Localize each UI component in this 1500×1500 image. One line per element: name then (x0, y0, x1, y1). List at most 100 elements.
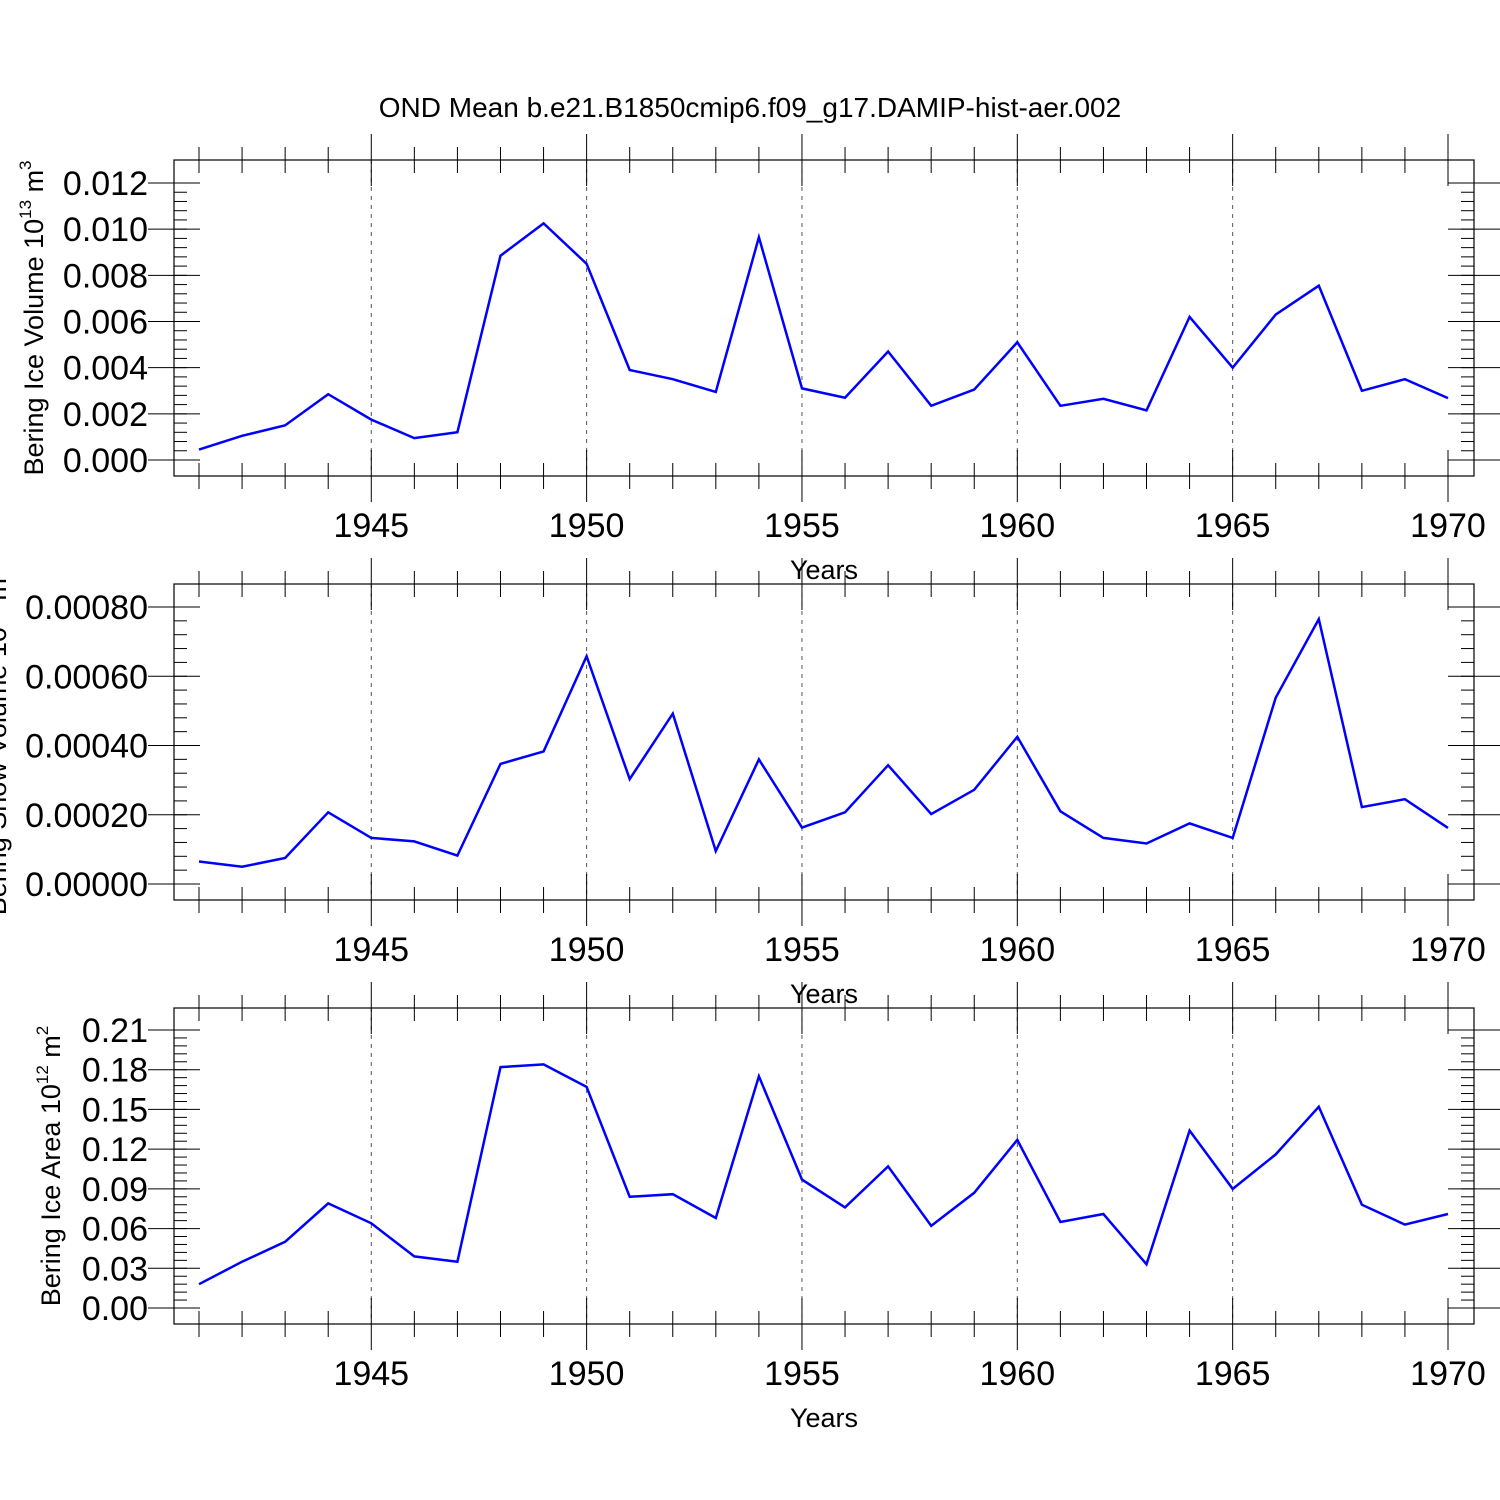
x-tick-label: 1945 (333, 507, 409, 545)
x-axis-title: Years (790, 979, 858, 1009)
data-point (455, 1260, 459, 1264)
y-tick-label: 0.008 (63, 257, 148, 295)
data-point (929, 1224, 933, 1228)
data-point (628, 368, 632, 372)
data-point (843, 810, 847, 814)
x-tick-label: 1965 (1195, 1355, 1271, 1393)
data-point (1015, 340, 1019, 344)
y-tick-label: 0.00040 (25, 728, 148, 766)
data-point (1145, 1262, 1149, 1266)
data-point (1188, 315, 1192, 319)
data-point (886, 763, 890, 767)
data-point (197, 448, 201, 452)
data-point (1015, 735, 1019, 739)
x-tick-label: 1955 (764, 931, 840, 969)
y-tick-label: 0.00000 (25, 866, 148, 904)
data-point (972, 1191, 976, 1195)
data-point (714, 390, 718, 394)
data-point (714, 1216, 718, 1220)
data-point (1403, 797, 1407, 801)
data-point (628, 1195, 632, 1199)
data-point (1101, 836, 1105, 840)
y-axis-title-part: 12 (33, 1065, 52, 1084)
data-point (1360, 805, 1364, 809)
y-tick-label: 0.002 (63, 396, 148, 434)
data-point (369, 418, 373, 422)
data-point (972, 388, 976, 392)
y-tick-label: 0.004 (63, 350, 148, 388)
y-tick-label: 0.006 (63, 304, 148, 342)
chart-title: OND Mean b.e21.B1850cmip6.f09_g17.DAMIP-… (379, 92, 1121, 123)
data-point (283, 856, 287, 860)
data-point (1274, 696, 1278, 700)
data-point (412, 1254, 416, 1258)
data-point (369, 1221, 373, 1225)
data-point (1188, 821, 1192, 825)
data-point (326, 810, 330, 814)
data-point (886, 350, 890, 354)
data-point (1360, 389, 1364, 393)
data-point (1317, 1105, 1321, 1109)
series-line (198, 1063, 1449, 1286)
data-point (1145, 408, 1149, 412)
data-point (843, 396, 847, 400)
data-point (843, 1205, 847, 1209)
y-axis-title-part: m (36, 1035, 66, 1065)
data-point (671, 377, 675, 381)
series-line (198, 221, 1449, 451)
data-point (1145, 841, 1149, 845)
data-point (671, 1192, 675, 1196)
data-point (1403, 377, 1407, 381)
data-point (757, 235, 761, 239)
plot-frame (173, 583, 1475, 901)
y-tick-label: 0.15 (82, 1091, 148, 1129)
y-axis-title-part: Bering Ice Volume 10 (19, 219, 49, 476)
data-point (1274, 1152, 1278, 1156)
data-point (197, 859, 201, 863)
data-point (1274, 313, 1278, 317)
y-axis-title-part: 13 (16, 200, 35, 219)
y-tick-label: 0.00 (82, 1290, 148, 1328)
x-tick-label: 1960 (979, 931, 1055, 969)
data-point (628, 777, 632, 781)
y-axis-title: Bering Snow Volume 1013 m3 (0, 569, 12, 916)
x-tick-label: 1970 (1410, 1355, 1486, 1393)
y-axis-title-part: Bering Snow Volume 10 (0, 627, 12, 915)
series-line (198, 615, 1449, 868)
data-point (1231, 1187, 1235, 1191)
data-point (542, 749, 546, 753)
y-axis-title-part: 2 (33, 1026, 52, 1035)
data-point (714, 849, 718, 853)
data-point (498, 1065, 502, 1069)
data-point (585, 654, 589, 658)
data-point (197, 1282, 201, 1286)
y-tick-label: 0.012 (63, 165, 148, 203)
data-point (283, 423, 287, 427)
panels: 1945 1950 1955 1960 1965 1970Years0.0000.0020… (0, 134, 1500, 1433)
data-point (455, 430, 459, 434)
y-tick-label: 0.06 (82, 1211, 148, 1249)
x-tick-label: 1955 (764, 1355, 840, 1393)
data-point (1403, 1223, 1407, 1227)
x-tick-label: 1965 (1195, 507, 1271, 545)
data-point (1446, 826, 1450, 830)
x-tick-label: 1970 (1410, 507, 1486, 545)
data-point (240, 865, 244, 869)
x-tick-label: 1965 (1195, 931, 1271, 969)
y-tick-label: 0.09 (82, 1171, 148, 1209)
data-point (1188, 1129, 1192, 1133)
y-axis-title-part: m (0, 578, 12, 608)
data-point (1101, 397, 1105, 401)
data-point (1317, 284, 1321, 288)
x-tick-label: 1955 (764, 507, 840, 545)
data-point (498, 254, 502, 258)
data-point (1015, 1138, 1019, 1142)
data-point (542, 221, 546, 225)
panel-2: 1945 1950 1955 1960 1965 1970 Years 0.00000 0.00… (0, 558, 1500, 1009)
data-point (412, 839, 416, 843)
data-point (757, 757, 761, 761)
x-tick-label: 1960 (979, 507, 1055, 545)
data-point (800, 826, 804, 830)
data-point (326, 1201, 330, 1205)
